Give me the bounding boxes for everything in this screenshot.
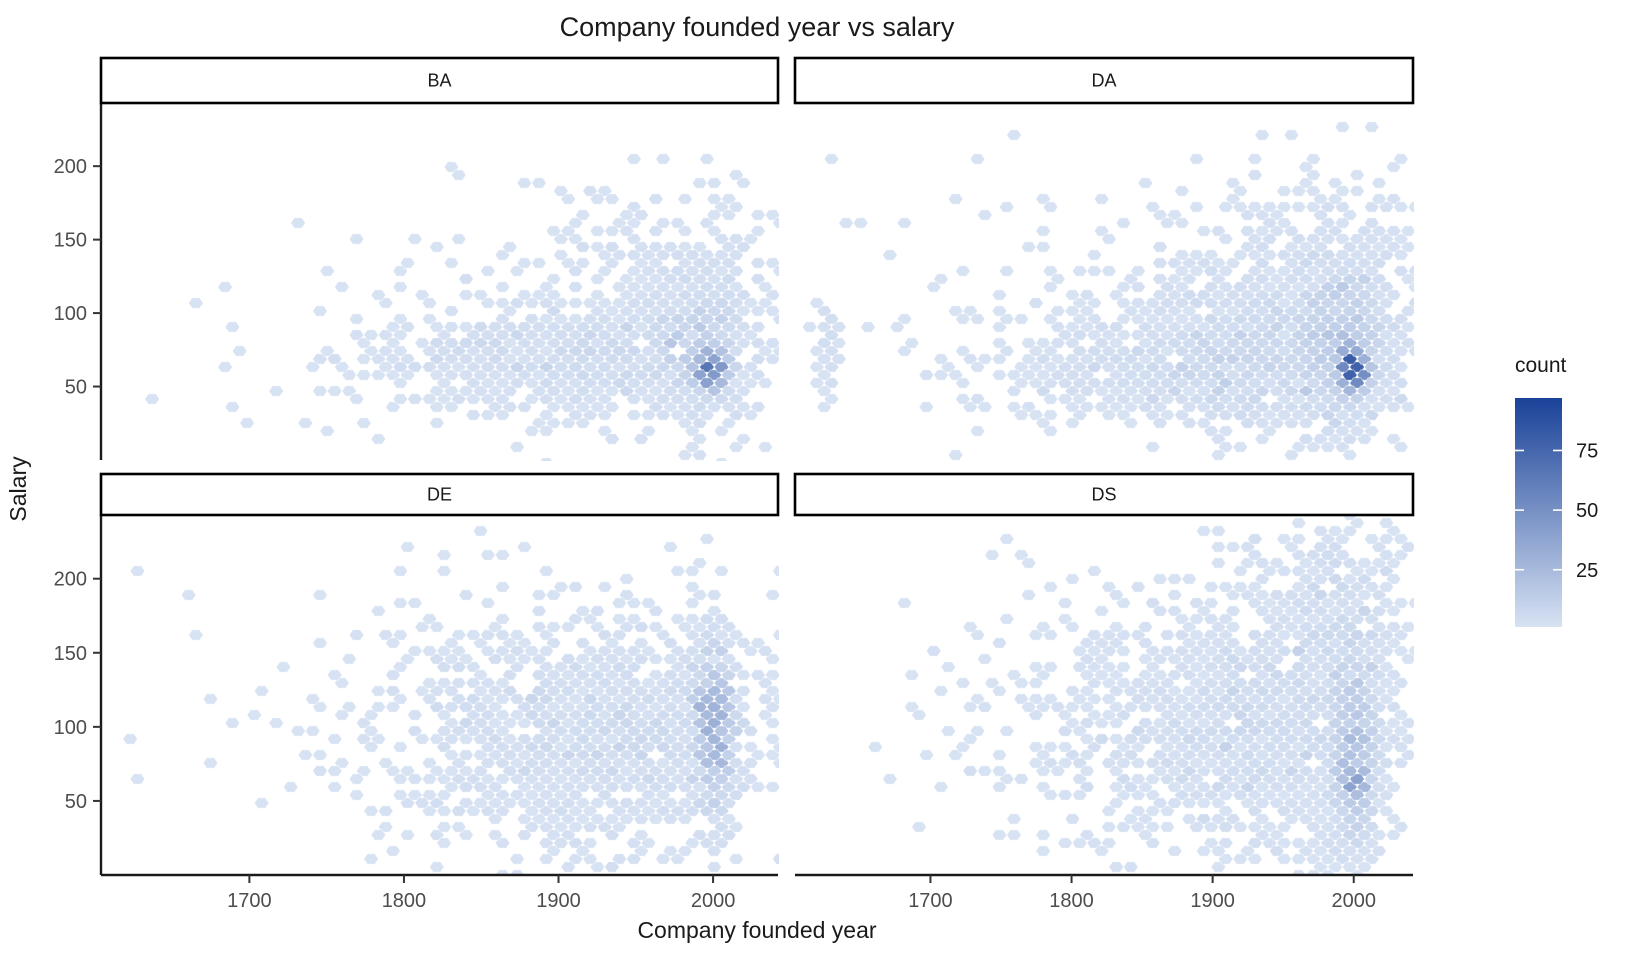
x-tick-label: 2000	[1331, 890, 1376, 912]
y-tick-label: 100	[54, 303, 87, 325]
legend: 25 50 75	[1515, 398, 1598, 627]
facet-strip-label: DE	[427, 485, 452, 505]
legend-title: count	[1515, 354, 1567, 377]
y-tick-label: 200	[54, 569, 87, 591]
x-tick-label: 1900	[536, 890, 581, 912]
y-tick-label: 50	[65, 791, 87, 813]
y-tick-label: 50	[65, 377, 87, 399]
hexbin-layer-DS	[867, 514, 1414, 876]
x-tick-label: 2000	[691, 890, 736, 912]
legend-tick-label: 25	[1576, 560, 1598, 582]
y-axis-title: Salary	[5, 456, 31, 522]
x-tick-label: 1900	[1190, 890, 1235, 912]
x-tick-label: 1800	[1049, 890, 1094, 912]
axes-DE: 50 100 150 200 1700 1800 1900 2000	[54, 515, 778, 912]
facet-strip-label: DA	[1091, 71, 1116, 91]
axes-DS: 1700 1800 1900 2000	[795, 873, 1413, 912]
facet-strip-DA: DA	[793, 56, 1415, 105]
x-tick-label: 1700	[908, 890, 953, 912]
hexbin-layer-DE	[122, 525, 779, 876]
axes-BA: 50 100 150 200	[54, 103, 103, 460]
hexbin-layer-BA	[144, 153, 779, 461]
facet-strip-label: BA	[427, 71, 451, 91]
facet-strip-BA: BA	[99, 56, 780, 105]
y-tick-label: 100	[54, 717, 87, 739]
y-tick-label: 200	[54, 156, 87, 178]
facet-strip-DS: DS	[793, 472, 1415, 517]
facet-strip-DE: DE	[99, 472, 780, 517]
hexbin-layers	[122, 121, 1414, 876]
facet-strips-layer: BA DA DE DS	[99, 56, 1415, 517]
legend-tick-label: 50	[1576, 500, 1598, 522]
facet-strip-label: DS	[1091, 485, 1116, 505]
legend-tick-label: 75	[1576, 440, 1598, 462]
hexbin-layer-DA	[801, 121, 1414, 461]
legend-gradient-bar	[1515, 398, 1562, 627]
x-tick-label: 1800	[382, 890, 427, 912]
x-axis-title: Company founded year	[637, 917, 876, 943]
x-tick-label: 1700	[227, 890, 272, 912]
chart-title: Company founded year vs salary	[560, 12, 955, 42]
y-tick-label: 150	[54, 643, 87, 665]
y-tick-label: 150	[54, 230, 87, 252]
